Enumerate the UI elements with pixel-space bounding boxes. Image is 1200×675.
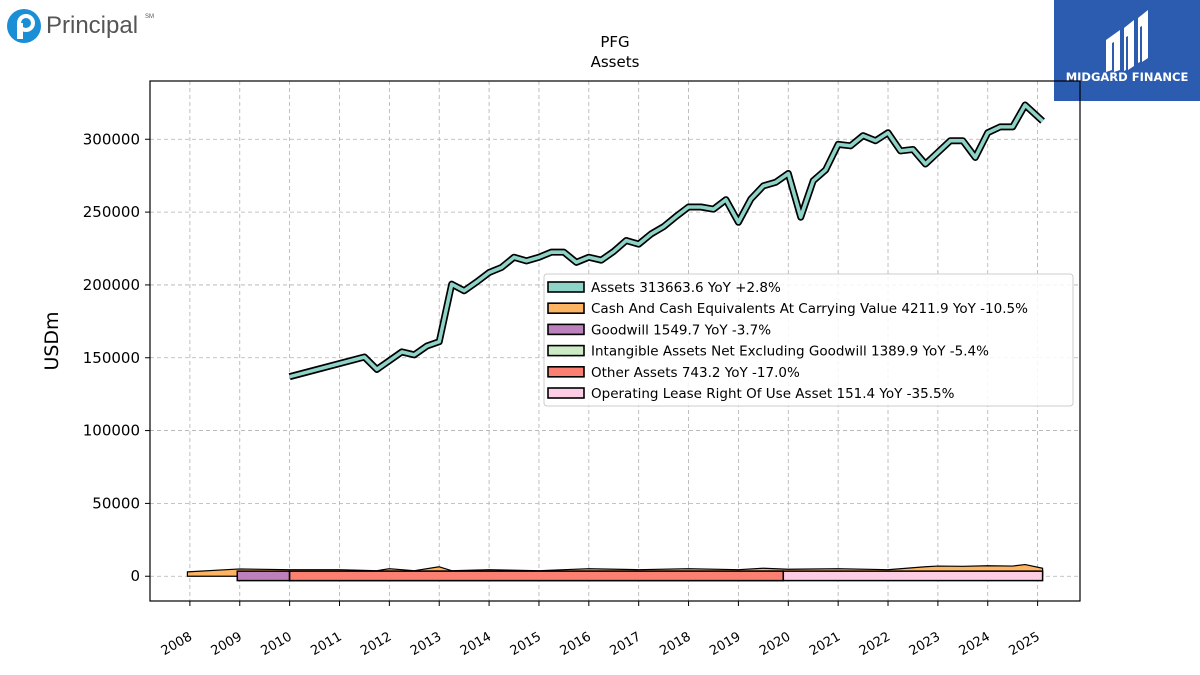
x-tick-label: 2013 — [408, 629, 444, 659]
y-tick-label: 50000 — [92, 494, 140, 512]
series-band — [236, 570, 291, 582]
midgard-logo-text: MIDGARD FINANCE — [1066, 70, 1189, 84]
y-tick-label: 200000 — [83, 276, 140, 294]
chart-title: PFG — [600, 33, 629, 51]
midgard-logo-mark — [1106, 10, 1148, 72]
midgard-finance-logo: MIDGARD FINANCE — [1054, 0, 1200, 101]
legend: Assets 313663.6 YoY +2.8% Cash And Cash E… — [543, 273, 1074, 407]
legend-label: Goodwill 1549.7 YoY -3.7% — [591, 322, 771, 338]
series-band — [782, 570, 1044, 582]
x-tick-label: 2015 — [508, 629, 544, 659]
area-series — [186, 563, 1044, 582]
x-tick-label: 2009 — [209, 629, 245, 659]
legend-swatch — [547, 281, 585, 293]
principal-logo-sm: SM — [145, 14, 154, 20]
series-line-assets — [289, 103, 1044, 379]
x-tick-label: 2019 — [707, 629, 743, 659]
x-tick-label: 2025 — [1006, 629, 1042, 659]
plot-frame — [149, 80, 1081, 602]
legend-label: Intangible Assets Net Excluding Goodwill… — [591, 344, 989, 360]
legend-swatch — [547, 365, 585, 378]
legend-label: Cash And Cash Equivalents At Carrying Va… — [591, 301, 1028, 317]
x-tick-label: 2022 — [857, 629, 893, 659]
series-band — [288, 570, 785, 582]
x-tick-label: 2016 — [558, 629, 594, 659]
x-tick-label: 2023 — [907, 629, 943, 659]
x-tick-label: 2014 — [458, 629, 494, 659]
legend-swatch — [547, 302, 585, 315]
line-series — [288, 101, 1045, 381]
x-tick-label: 2010 — [258, 629, 294, 659]
legend-box — [543, 273, 1074, 407]
y-tick-label: 300000 — [83, 130, 140, 148]
x-tick-label: 2024 — [957, 629, 993, 659]
principal-logo: Principal SM — [7, 9, 154, 43]
legend-swatch — [547, 387, 585, 399]
principal-logo-text: Principal — [46, 12, 138, 39]
y-tick-label: 250000 — [83, 203, 140, 221]
x-tick-label: 2011 — [308, 629, 344, 659]
legend-label: Assets 313663.6 YoY +2.8% — [591, 280, 781, 296]
x-tick-label: 2017 — [608, 629, 644, 659]
legend-label: Other Assets 743.2 YoY -17.0% — [591, 365, 800, 381]
x-tick-label: 2012 — [358, 629, 394, 659]
x-tick-label: 2020 — [757, 629, 793, 659]
x-tick-label: 2018 — [657, 629, 693, 659]
y-axis-label: USDm — [41, 311, 63, 370]
y-tick-label: 0 — [130, 567, 140, 585]
y-axis: 0 50000 100000 150000 200000 250000 300000 — [83, 130, 150, 585]
x-tick-label: 2021 — [807, 629, 843, 659]
y-tick-label: 100000 — [83, 422, 140, 440]
legend-swatch — [547, 323, 585, 336]
y-tick-label: 150000 — [83, 349, 140, 367]
x-axis: 2008 2009 2010 2011 2012 2013 2014 2015 2016 2017… — [159, 601, 1043, 659]
legend-label: Operating Lease Right Of Use Asset 151.4… — [591, 386, 955, 402]
x-tick-label: 2008 — [159, 629, 195, 659]
legend-swatch — [547, 344, 585, 357]
chart-subtitle: Assets — [591, 53, 640, 71]
